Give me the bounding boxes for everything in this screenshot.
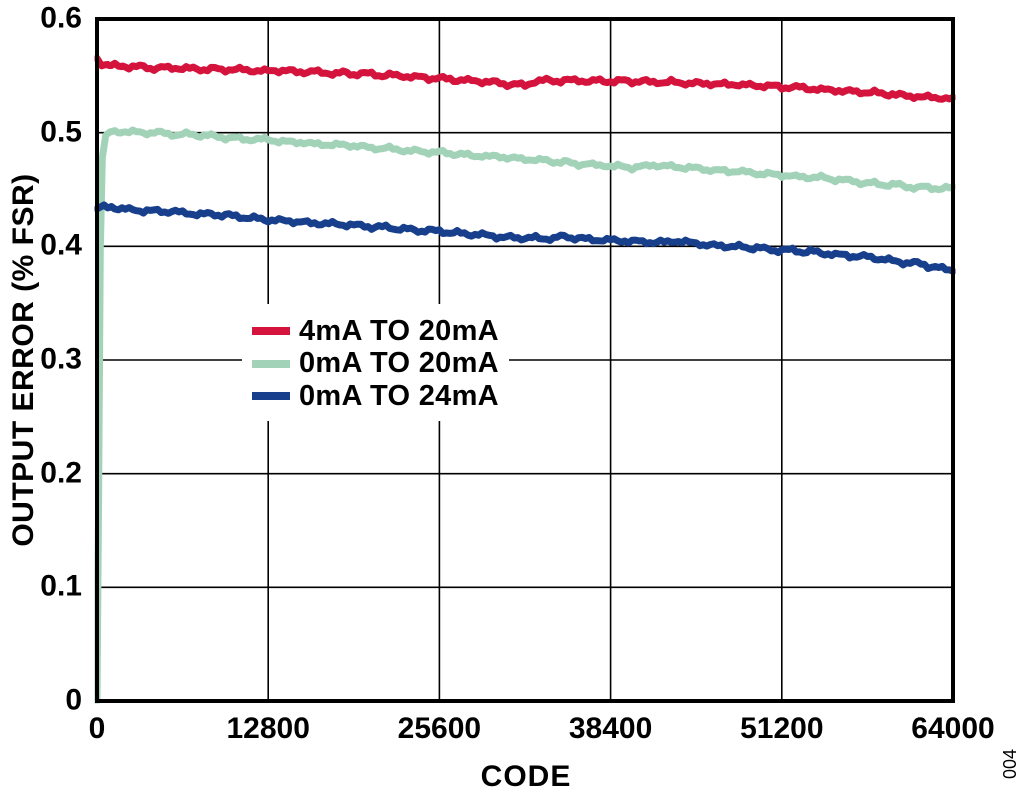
legend-swatch-4ma-to-20ma: [252, 327, 290, 336]
figure-number: 004: [1000, 748, 1020, 780]
plot-border: [95, 17, 955, 703]
chart-legend: 4mA TO 20mA 0mA TO 20mA 0mA TO 24mA: [242, 304, 509, 421]
legend-swatch-0ma-to-24ma: [252, 392, 290, 401]
series-line-0ma-to-20ma: [94, 126, 956, 704]
legend-swatch-0ma-to-20ma: [252, 359, 290, 368]
legend-item: 0mA TO 20mA: [252, 348, 509, 381]
legend-item: 0mA TO 24mA: [252, 380, 509, 413]
series-line-0ma-to-24ma: [94, 201, 956, 275]
series-line-4ma-to-20ma: [94, 54, 956, 103]
legend-item: 4mA TO 20mA: [252, 315, 509, 348]
legend-label: 4mA TO 20mA: [299, 314, 499, 347]
legend-label: 0mA TO 20mA: [299, 347, 499, 380]
x-axis-title: CODE: [480, 760, 572, 793]
y-axis-title: OUTPUT ERROR (% FSR): [7, 173, 40, 547]
legend-label: 0mA TO 24mA: [299, 379, 499, 412]
